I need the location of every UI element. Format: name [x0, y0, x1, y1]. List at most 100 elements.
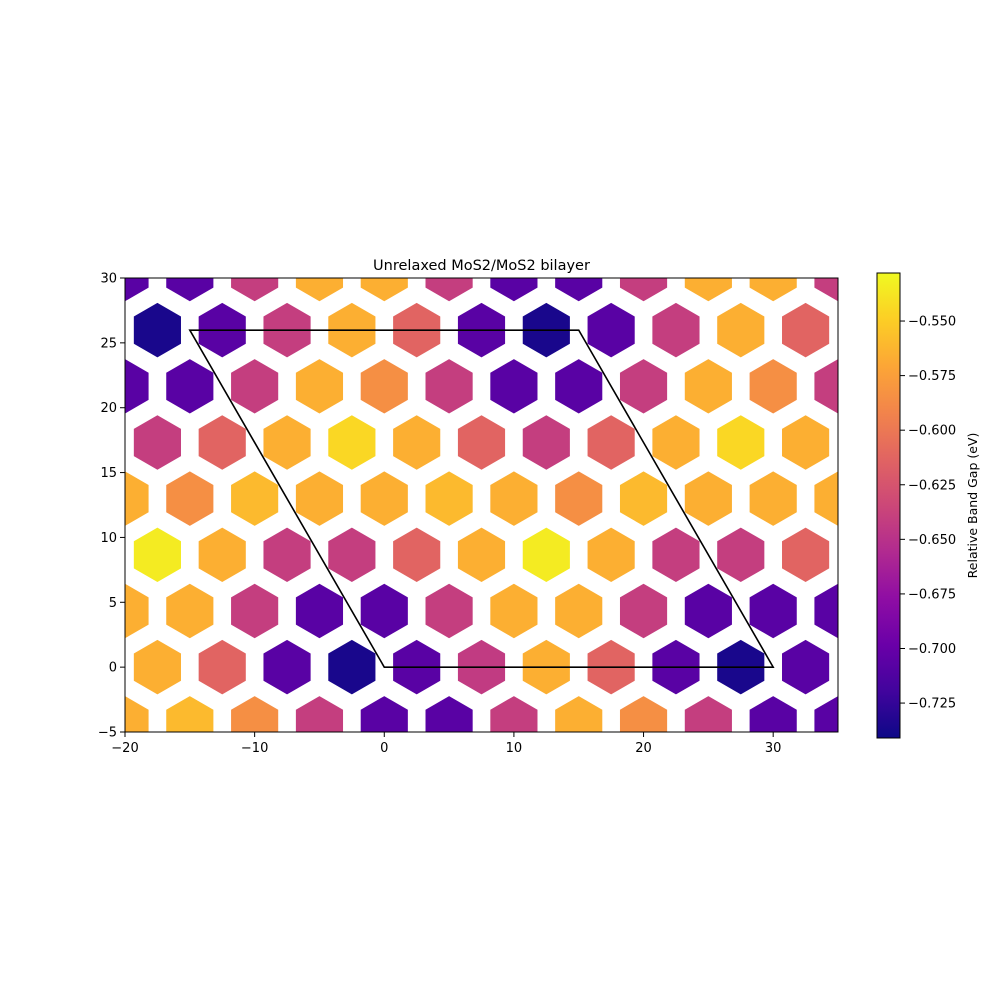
y-tick-label: 5 [109, 596, 117, 611]
hexagon-cell [198, 639, 246, 695]
hexagon-cell [133, 415, 181, 470]
hexagon-cell [522, 527, 570, 583]
hexagon-cell [684, 359, 732, 414]
moire-unit-cell [188, 329, 775, 668]
hexagon-cell [125, 278, 149, 302]
hexagon-cell [555, 359, 603, 414]
y-tick-label: 0 [109, 661, 117, 676]
hexagon-cell [749, 696, 797, 732]
hexagon-cell [425, 696, 473, 732]
colorbar-tick-label: −0.600 [908, 424, 956, 439]
hexagon-cell [749, 583, 797, 639]
hexagon-cell [263, 527, 311, 583]
chart-title: Unrelaxed MoS2/MoS2 bilayer [373, 258, 590, 274]
hexagon-cell [166, 471, 214, 526]
hexagon-cell [555, 583, 603, 639]
hexagon-cell [619, 696, 668, 732]
plot-area [69, 277, 839, 733]
y-tick-label: 10 [100, 531, 117, 546]
hexagon-cell [619, 359, 668, 414]
hexagon-cell [555, 696, 603, 732]
hexagon-cell [814, 359, 838, 414]
hexagon-cell [360, 278, 408, 302]
hexagon-cell [133, 639, 181, 695]
colorbar: −0.725 −0.700 −0.675 −0.650 −0.625 −0.600 −0.5… [876, 272, 980, 739]
hexagon-cell [263, 415, 311, 470]
hexagon-cell [295, 471, 344, 526]
x-tick-label: 10 [506, 741, 523, 756]
hexagon-cell [166, 696, 214, 732]
hexagon-cell [652, 527, 700, 583]
hexagon-cell [782, 639, 830, 695]
y-tick-label: 25 [100, 336, 117, 351]
hexagon-cell [490, 278, 538, 302]
hexagon-cell [198, 415, 246, 470]
hexagon-cell [814, 471, 838, 526]
hexagon-cell [198, 527, 246, 583]
y-tick-label: 20 [100, 401, 117, 416]
hexagon-cell [328, 639, 376, 695]
hexagon-cell [782, 527, 830, 583]
hexagon-cell [652, 415, 700, 470]
hexagon-cell [133, 302, 181, 358]
hexagon-cell [393, 415, 441, 470]
hexagon-cell [393, 527, 441, 583]
hexagon-cell [457, 527, 506, 583]
plot-frame [124, 277, 839, 733]
x-tick-label: 30 [765, 741, 782, 756]
hexagon-cell [133, 527, 181, 583]
colorbar-tick-label: −0.700 [908, 642, 956, 657]
hexagon-cell [684, 278, 732, 302]
hexagon-cell [555, 471, 603, 526]
colorbar-tick-label: −0.675 [908, 587, 956, 602]
hexagon-cell [231, 471, 279, 526]
hexagon-cell [166, 583, 214, 639]
y-tick-label: 15 [100, 466, 117, 481]
hexagon-cell [619, 583, 668, 639]
hexagon-cell [684, 696, 732, 732]
hexagon-cell [425, 583, 473, 639]
y-tick-label: 30 [100, 272, 117, 287]
hexagon-cell [295, 583, 344, 639]
hexagon-cell [717, 302, 765, 358]
colorbar-tick-label: −0.650 [908, 533, 956, 548]
hexagon-cell [360, 696, 408, 732]
hexagon-cell [619, 471, 668, 526]
hexagon-cell [295, 696, 344, 732]
colorbar-ticks: −0.725 −0.700 −0.675 −0.650 −0.625 −0.600 −0.5… [900, 315, 956, 712]
hexagon-cell [587, 415, 635, 470]
hexagon-cell [619, 278, 668, 302]
x-axis: −20 −10 0 10 20 30 [111, 732, 781, 756]
hexagon-cell [717, 415, 765, 470]
hexagon-cell [263, 639, 311, 695]
colorbar-tick-label: −0.550 [908, 315, 956, 330]
hexagon-cell [425, 359, 473, 414]
hexagon-cell [555, 278, 603, 302]
hexagon-cell [749, 359, 797, 414]
hexagon-cell [69, 415, 116, 469]
hexagon-cell [782, 302, 830, 358]
hexagon-cell [231, 583, 279, 639]
hexagon-cell [587, 527, 635, 583]
hexagon-cell [125, 583, 149, 639]
hexagon-cell [814, 696, 838, 732]
hexagon-cell [587, 302, 635, 358]
hexagon-cell [782, 415, 830, 470]
colorbar-tick-label: −0.725 [908, 697, 956, 712]
hexagon-cell [328, 527, 376, 583]
hexagon-cell [166, 278, 214, 302]
colorbar-tick-label: −0.575 [908, 369, 956, 384]
hexagon-cell [360, 359, 408, 414]
hexagon-cell [522, 415, 570, 470]
hexagon-cell [231, 696, 279, 732]
hexagon-cell [717, 527, 765, 583]
hexagon-cell [231, 359, 279, 414]
hexagon-cell [814, 278, 838, 302]
hexagon-cell [360, 471, 408, 526]
hexagon-cell [749, 471, 797, 526]
hexagon-cell [125, 471, 149, 526]
hexagon-cell [360, 583, 408, 639]
hexagon-cell [425, 278, 473, 302]
colorbar-bar [876, 272, 901, 739]
hexagon-cell [295, 359, 344, 414]
